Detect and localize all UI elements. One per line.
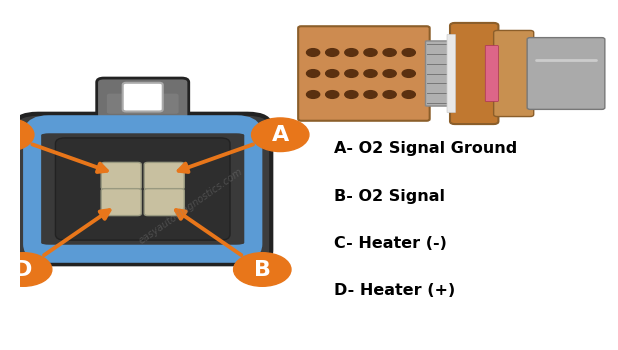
FancyBboxPatch shape <box>123 83 163 111</box>
Circle shape <box>364 49 377 56</box>
FancyBboxPatch shape <box>527 38 605 109</box>
Circle shape <box>307 91 320 98</box>
Circle shape <box>326 49 339 56</box>
Text: D: D <box>14 259 32 280</box>
Circle shape <box>0 253 52 286</box>
Circle shape <box>383 49 396 56</box>
FancyBboxPatch shape <box>107 93 179 114</box>
Circle shape <box>402 70 415 77</box>
Circle shape <box>252 118 309 152</box>
Text: C- Heater (-): C- Heater (-) <box>334 236 447 251</box>
Text: C: C <box>0 125 14 145</box>
Circle shape <box>345 70 358 77</box>
Circle shape <box>345 49 358 56</box>
Text: A- O2 Signal Ground: A- O2 Signal Ground <box>334 141 517 156</box>
FancyBboxPatch shape <box>450 23 499 124</box>
FancyBboxPatch shape <box>14 114 271 264</box>
Text: easyautodiagnostics.com: easyautodiagnostics.com <box>137 167 244 246</box>
Circle shape <box>307 70 320 77</box>
FancyBboxPatch shape <box>32 124 253 254</box>
FancyBboxPatch shape <box>96 78 188 120</box>
FancyBboxPatch shape <box>56 138 230 240</box>
FancyBboxPatch shape <box>494 30 534 117</box>
Circle shape <box>402 91 415 98</box>
FancyBboxPatch shape <box>485 46 499 102</box>
FancyBboxPatch shape <box>298 26 430 121</box>
Text: B- O2 Signal: B- O2 Signal <box>334 189 445 203</box>
Circle shape <box>234 253 291 286</box>
Circle shape <box>364 91 377 98</box>
Circle shape <box>383 70 396 77</box>
Circle shape <box>402 49 415 56</box>
Text: D- Heater (+): D- Heater (+) <box>334 283 455 298</box>
Circle shape <box>326 91 339 98</box>
FancyBboxPatch shape <box>144 189 184 216</box>
Circle shape <box>307 49 320 56</box>
Circle shape <box>0 118 34 152</box>
Text: B: B <box>254 259 271 280</box>
FancyBboxPatch shape <box>426 41 452 106</box>
Text: A: A <box>271 125 289 145</box>
FancyBboxPatch shape <box>101 162 142 189</box>
Circle shape <box>345 91 358 98</box>
FancyBboxPatch shape <box>447 35 455 113</box>
Circle shape <box>383 91 396 98</box>
Circle shape <box>326 70 339 77</box>
FancyBboxPatch shape <box>101 189 142 216</box>
FancyBboxPatch shape <box>144 162 184 189</box>
Circle shape <box>364 70 377 77</box>
